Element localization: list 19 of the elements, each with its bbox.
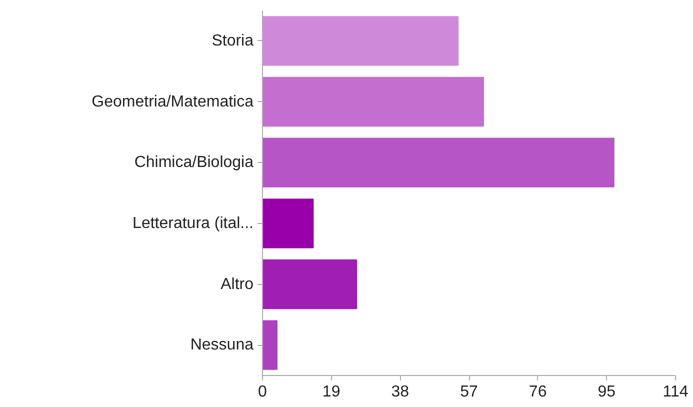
bar	[262, 198, 314, 248]
x-tick-label: 0	[258, 384, 268, 400]
bar	[262, 16, 459, 66]
y-tick-label: Nessuna	[190, 336, 254, 354]
x-tick-label: 76	[528, 384, 547, 400]
bar	[262, 138, 614, 188]
y-tick-label: Geometria/Matematica	[92, 93, 254, 110]
x-tick-label: 114	[662, 384, 688, 400]
bar	[262, 320, 278, 370]
bar	[262, 259, 358, 310]
bar	[262, 76, 484, 127]
y-tick-label: Storia	[212, 32, 254, 50]
x-tick-label: 57	[460, 384, 478, 400]
y-tick-label: Chimica/Biologia	[134, 154, 254, 172]
x-tick-label: 38	[391, 384, 410, 400]
x-tick-label: 95	[598, 384, 616, 400]
y-tick-label: Altro	[220, 276, 254, 293]
x-tick-label: 19	[322, 384, 340, 400]
y-tick-label: Letteratura (ital...	[132, 214, 254, 232]
